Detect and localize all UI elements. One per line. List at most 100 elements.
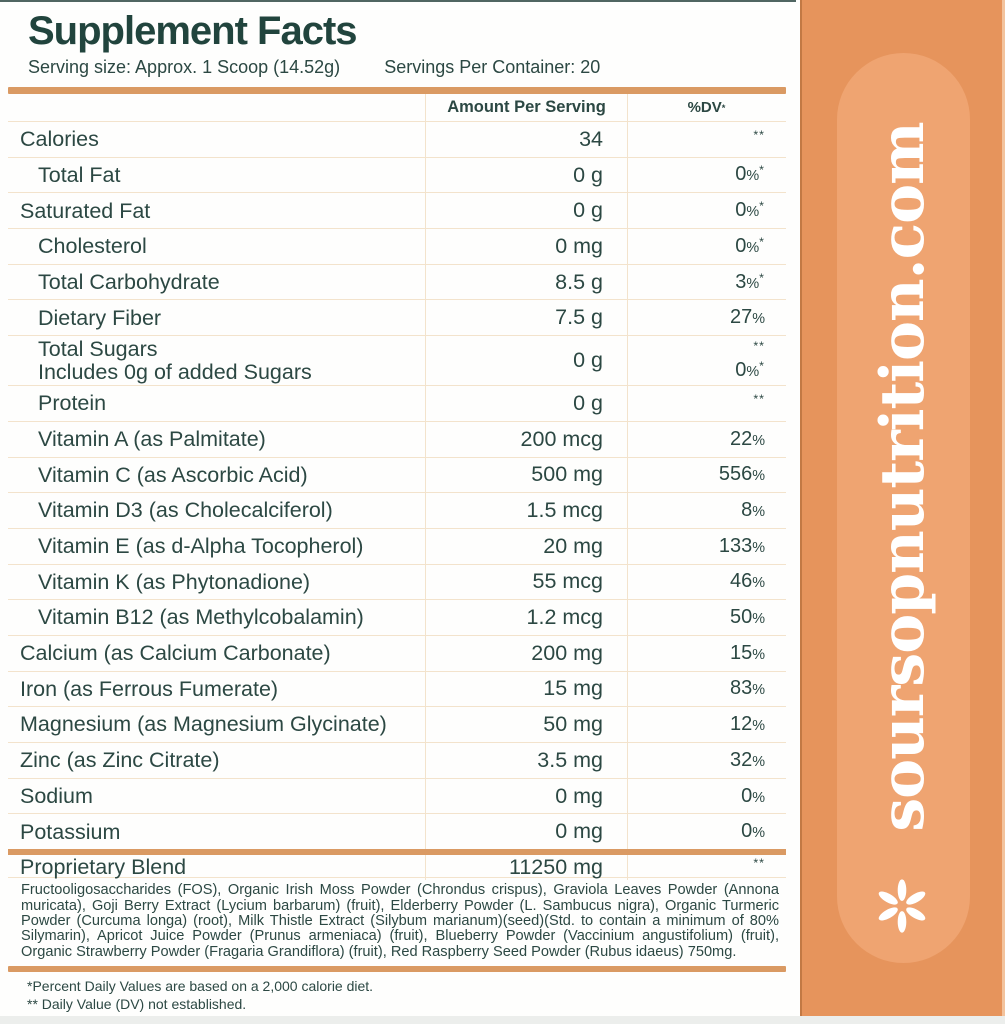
nutrient-label-cell: Vitamin A (as Palmitate) xyxy=(8,422,425,457)
nutrient-label: Potassium xyxy=(20,819,121,844)
nutrient-label-cell: Potassium xyxy=(8,814,425,849)
brand-sidebar: soursopnutrition.com xyxy=(800,0,1005,1024)
table-row: Vitamin A (as Palmitate) 200 mcg 22% xyxy=(8,420,786,457)
amount-value: 7.5 g xyxy=(425,300,627,336)
amount-value: 34 xyxy=(425,122,627,157)
nutrient-label: Cholesterol xyxy=(38,234,147,259)
nutrient-label: Sodium xyxy=(20,783,93,808)
dv-value: 8% xyxy=(627,493,786,528)
serving-info: Serving size: Approx. 1 Scoop (14.52g) S… xyxy=(28,57,800,78)
dv-value: ** 0%* xyxy=(627,336,786,386)
facts-panel: Supplement Facts Serving size: Approx. 1… xyxy=(0,0,800,1013)
nutrient-label: Proprietary Blend xyxy=(20,855,187,880)
dv-value: 0%* xyxy=(627,157,786,193)
nutrient-label-cell: Cholesterol xyxy=(8,229,425,264)
amount-value: 0 g xyxy=(425,336,627,386)
nutrient-label: Vitamin C (as Ascorbic Acid) xyxy=(38,462,308,487)
table-row: Calcium (as Calcium Carbonate) 200 mg 15… xyxy=(8,634,786,671)
nutrient-label: Total Fat xyxy=(38,162,121,187)
nutrient-label: Zinc (as Zinc Citrate) xyxy=(20,748,220,773)
header-spacer-cell xyxy=(8,94,425,121)
dv-value: 0%* xyxy=(627,229,786,264)
dv-value: 3%* xyxy=(627,264,786,300)
facts-header-row: Amount Per Serving %DV * xyxy=(8,94,786,121)
nutrient-label-cell: Sodium xyxy=(8,779,425,814)
amount-value: 11250 mg xyxy=(425,855,627,881)
table-row: Magnesium (as Magnesium Glycinate) 50 mg… xyxy=(8,706,786,742)
nutrient-label: Vitamin B12 (as Methylcobalamin) xyxy=(38,605,364,630)
nutrient-label-cell: Protein xyxy=(8,386,425,421)
nutrient-label: Vitamin E (as d-Alpha Tocopherol) xyxy=(38,534,364,559)
nutrient-label-cell: Vitamin K (as Phytonadione) xyxy=(8,565,425,600)
dv-value: 15% xyxy=(627,635,786,671)
table-row: Calories 34 ** xyxy=(8,121,786,157)
nutrient-label-cell: Calcium (as Calcium Carbonate) xyxy=(8,636,425,671)
dv-value: 50% xyxy=(627,600,786,635)
nutrient-label: Vitamin D3 (as Cholecalciferol) xyxy=(38,498,333,523)
serving-size-text: Serving size: Approx. 1 Scoop (14.52g) xyxy=(28,57,341,77)
table-row: Vitamin D3 (as Cholecalciferol) 1.5 mcg … xyxy=(8,492,786,528)
header-dv-label: %DV * xyxy=(627,94,786,121)
dv-value: ** xyxy=(627,122,786,157)
nutrient-label: Total Carbohydrate xyxy=(38,269,220,294)
dv-value: 556% xyxy=(627,457,786,493)
amount-value: 0 g xyxy=(425,157,627,193)
amount-value: 0 g xyxy=(425,386,627,421)
amount-value: 0 mg xyxy=(425,814,627,850)
amount-value: 0 mg xyxy=(425,778,627,814)
amount-value: 0 mg xyxy=(425,229,627,264)
footnote-dv-not-established: ** Daily Value (DV) not established. xyxy=(27,996,247,1013)
dv-value: ** xyxy=(627,855,786,881)
dv-value: 12% xyxy=(627,707,786,742)
nutrient-label: Total Sugars xyxy=(38,337,158,362)
table-row: Sodium 0 mg 0% xyxy=(8,777,786,814)
amount-value: 15 mg xyxy=(425,671,627,707)
nutrient-label-cell: Zinc (as Zinc Citrate) xyxy=(8,743,425,778)
table-row: Zinc (as Zinc Citrate) 3.5 mg 32% xyxy=(8,742,786,778)
dv-value: 32% xyxy=(627,743,786,778)
amount-value: 200 mcg xyxy=(425,421,627,457)
nutrient-label-cell: Vitamin D3 (as Cholecalciferol) xyxy=(8,493,425,528)
amount-value: 50 mg xyxy=(425,707,627,742)
amount-value: 1.5 mcg xyxy=(425,493,627,528)
nutrient-label: Magnesium (as Magnesium Glycinate) xyxy=(20,712,387,737)
website-vertical-text: soursopnutrition.com xyxy=(868,122,938,832)
header-amount-label: Amount Per Serving xyxy=(425,94,627,121)
table-row: Saturated Fat 0 g 0%* xyxy=(8,192,786,229)
nutrient-label-cell: Dietary Fiber xyxy=(8,300,425,335)
amount-value: 0 g xyxy=(425,193,627,229)
dv-value: 0%* xyxy=(627,193,786,229)
nutrient-sublabel: Includes 0g of added Sugars xyxy=(38,359,312,384)
nutrient-label: Calories xyxy=(20,127,99,152)
amount-value: 1.2 mcg xyxy=(425,600,627,635)
nutrient-label: Vitamin K (as Phytonadione) xyxy=(38,569,311,594)
nutrient-label-cell: Total Fat xyxy=(8,158,425,193)
nutrient-label-cell: Iron (as Ferrous Fumerate) xyxy=(8,672,425,707)
divider-bar-top xyxy=(8,87,786,94)
nutrient-label: Vitamin A (as Palmitate) xyxy=(38,426,266,451)
facts-table: Amount Per Serving %DV * Calories 34 ** T… xyxy=(8,94,786,881)
table-row: Total Sugars Includes 0g of added Sugars… xyxy=(8,335,786,386)
dv-value: 0% xyxy=(627,814,786,850)
dv-value: 27% xyxy=(627,300,786,336)
nutrient-label: Calcium (as Calcium Carbonate) xyxy=(20,641,331,666)
table-row: Proprietary Blend 11250 mg ** xyxy=(8,849,786,881)
nutrient-label: Protein xyxy=(38,391,107,416)
nutrient-label-cell: Vitamin B12 (as Methylcobalamin) xyxy=(8,600,425,635)
dv-value: 46% xyxy=(627,564,786,600)
footnote-percent-daily-values: *Percent Daily Values are based on a 2,0… xyxy=(27,978,374,995)
dv-value: ** xyxy=(627,386,786,421)
ingredients-paragraph: Fructooligosaccharides (FOS), Organic Ir… xyxy=(21,882,779,960)
amount-value: 500 mg xyxy=(425,457,627,493)
dv-value: 0% xyxy=(627,778,786,814)
table-row: Cholesterol 0 mg 0%* xyxy=(8,228,786,264)
page-title: Supplement Facts xyxy=(28,9,358,53)
amount-value: 20 mg xyxy=(425,528,627,564)
nutrient-label-cell: Vitamin E (as d-Alpha Tocopherol) xyxy=(8,529,425,564)
dv-value: 133% xyxy=(627,528,786,564)
nutrient-label: Iron (as Ferrous Fumerate) xyxy=(20,676,279,701)
bottom-edge-band xyxy=(0,1016,1005,1024)
table-row: Vitamin E (as d-Alpha Tocopherol) 20 mg … xyxy=(8,527,786,564)
table-row: Total Fat 0 g 0%* xyxy=(8,156,786,193)
